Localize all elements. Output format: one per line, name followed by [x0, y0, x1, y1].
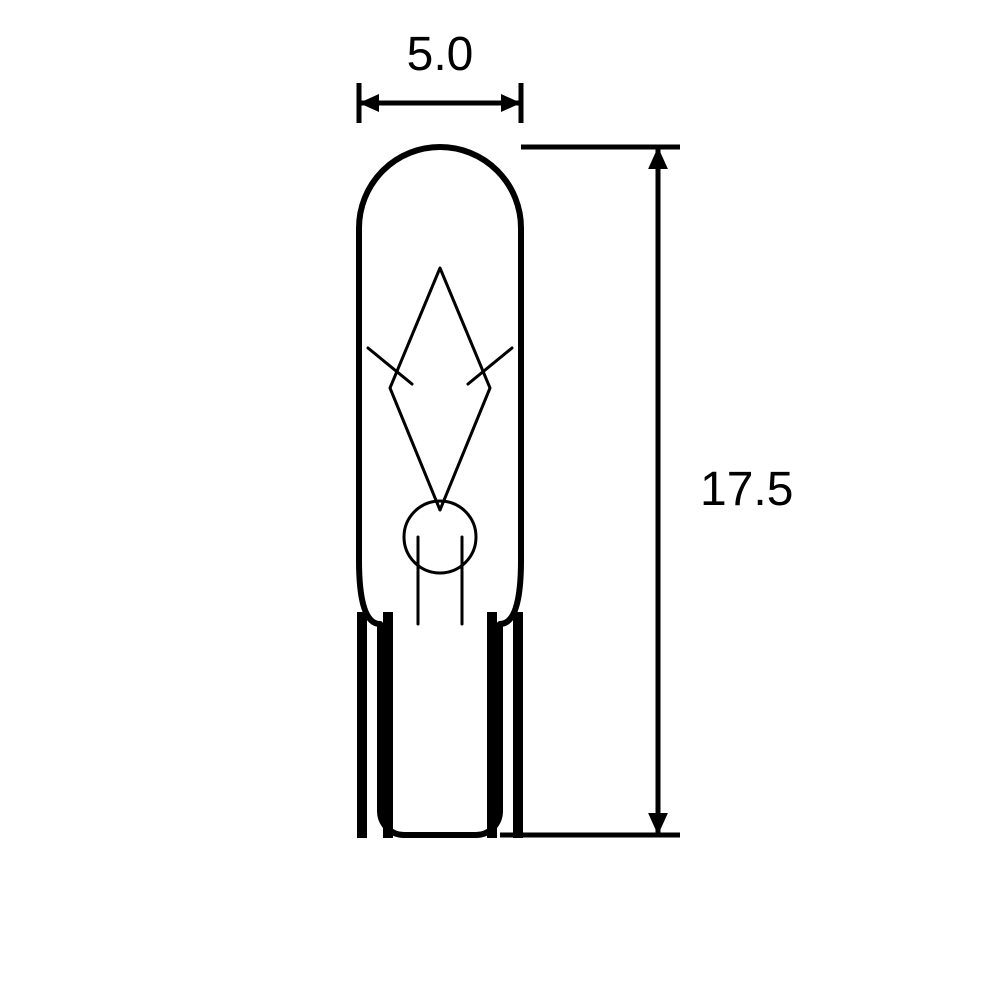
width-dimension-label: 5.0	[407, 28, 474, 81]
bulb-technical-drawing: 5.0 17.5	[0, 0, 1000, 1000]
height-dimension: 17.5	[500, 147, 793, 835]
bulb-outline	[359, 147, 521, 624]
wedge-base	[362, 612, 518, 838]
filament	[368, 268, 512, 624]
height-dimension-label: 17.5	[700, 463, 793, 516]
width-dimension: 5.0	[359, 28, 521, 123]
